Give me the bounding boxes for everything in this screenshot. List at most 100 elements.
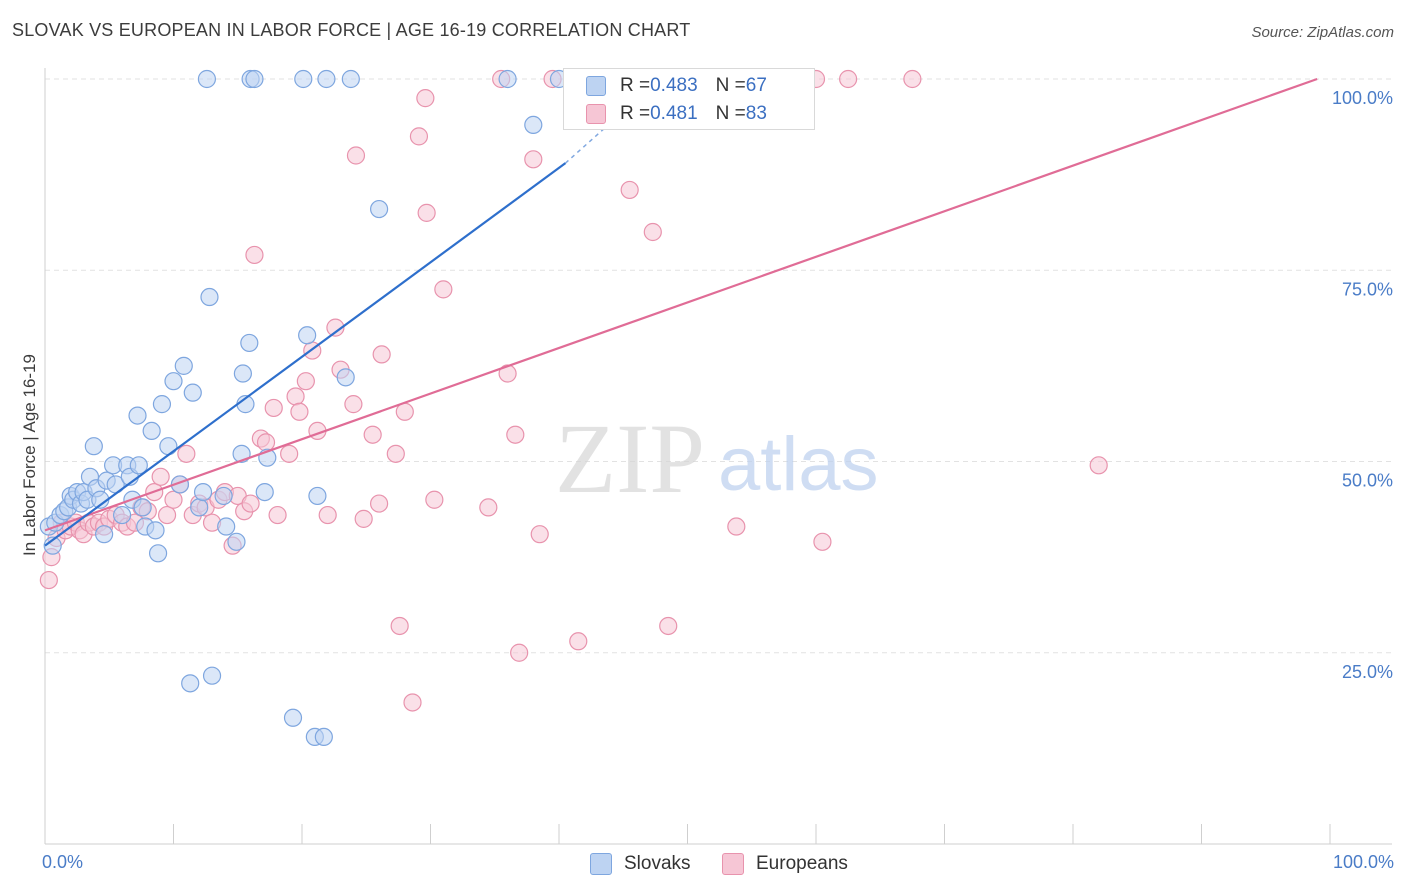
x-tick-label-min: 0.0% — [42, 852, 84, 872]
slovaks-point-24 — [128, 406, 147, 425]
europeans-n-label: N = — [715, 103, 746, 124]
slovaks-point-54 — [283, 708, 303, 727]
slovaks-point-20 — [112, 505, 132, 525]
europeans-point-74 — [620, 180, 639, 200]
slovaks-trendline — [44, 162, 567, 547]
europeans-point-44 — [296, 372, 315, 391]
watermark: ZIP atlas — [555, 403, 879, 514]
slovaks-points — [39, 69, 569, 747]
europeans-trendline — [44, 77, 1318, 532]
europeans-point-61 — [416, 89, 435, 108]
europeans-point-60 — [409, 127, 429, 146]
y-tick-label-0: 25.0% — [1342, 662, 1393, 682]
bottom-legend-europeans[interactable]: Europeans — [722, 851, 848, 877]
slovaks-point-26 — [133, 498, 152, 517]
europeans-point-71 — [530, 525, 549, 544]
slovaks-point-51 — [245, 69, 264, 89]
slovaks-point-49 — [240, 333, 259, 353]
europeans-point-70 — [524, 150, 543, 169]
europeans-point-23 — [164, 490, 183, 509]
y-tick-label-1: 50.0% — [1342, 471, 1393, 491]
correlation-legend: R = 0.483 N = 67 R = 0.481 N = 83 — [563, 68, 815, 130]
europeans-point-39 — [264, 398, 283, 418]
slovaks-point-35 — [174, 356, 193, 375]
europeans-point-68 — [506, 425, 525, 444]
europeans-legend-swatch — [722, 853, 744, 875]
europeans-point-64 — [434, 280, 453, 299]
europeans-point-82 — [1089, 456, 1108, 475]
europeans-point-21 — [151, 467, 170, 486]
slovaks-n-value: 67 — [745, 75, 767, 96]
slovaks-point-43 — [214, 486, 233, 506]
slovaks-point-52 — [255, 483, 274, 502]
slovaks-r-label: R = — [620, 75, 651, 96]
europeans-point-54 — [370, 494, 389, 513]
slovaks-point-60 — [317, 69, 336, 89]
europeans-r-value: 0.481 — [650, 103, 698, 124]
legend-row-slovaks: R = 0.483 N = 67 — [586, 72, 767, 100]
slovaks-point-62 — [341, 69, 360, 89]
slovaks-point-44 — [217, 517, 236, 536]
europeans-point-38 — [256, 433, 276, 452]
slovaks-point-37 — [183, 383, 202, 402]
europeans-point-81 — [903, 69, 922, 89]
europeans-point-0 — [39, 570, 58, 590]
europeans-point-22 — [157, 505, 177, 525]
slovaks-point-25 — [129, 456, 148, 475]
europeans-point-63 — [425, 490, 444, 509]
watermark-zip: ZIP — [555, 403, 705, 514]
slovaks-point-13 — [84, 437, 103, 456]
europeans-point-41 — [280, 444, 299, 463]
slovaks-point-55 — [294, 69, 313, 89]
europeans-point-36 — [245, 245, 264, 265]
europeans-point-51 — [346, 146, 366, 165]
slovaks-point-36 — [181, 674, 200, 693]
y-tick-label-3: 100.0% — [1332, 88, 1393, 108]
europeans-point-69 — [510, 643, 529, 662]
europeans-point-75 — [643, 222, 662, 242]
source-credit: Source: ZipAtlas.com — [1251, 24, 1394, 41]
slovaks-point-29 — [146, 521, 165, 540]
chart-title: SLOVAK VS EUROPEAN IN LABOR FORCE | AGE … — [12, 20, 691, 40]
europeans-point-43 — [290, 402, 309, 421]
europeans-r-label: R = — [620, 103, 651, 124]
europeans-point-62 — [417, 203, 436, 222]
slovaks-point-59 — [314, 727, 333, 747]
europeans-point-48 — [326, 318, 345, 337]
europeans-point-59 — [403, 693, 422, 712]
axis-layer — [44, 68, 1392, 845]
y-tick-labels: 25.0% 50.0% 75.0% 100.0% — [1332, 88, 1393, 682]
europeans-legend-label: Europeans — [756, 853, 848, 874]
slovaks-point-16 — [95, 525, 114, 544]
slovaks-point-33 — [164, 372, 183, 391]
europeans-point-42 — [286, 387, 305, 406]
slovaks-r-value: 0.483 — [650, 75, 698, 96]
slovaks-point-40 — [197, 69, 217, 89]
europeans-n-value: 83 — [745, 103, 767, 124]
europeans-point-53 — [363, 425, 382, 444]
europeans-point-57 — [390, 616, 409, 636]
europeans-point-67 — [498, 364, 517, 383]
europeans-point-73 — [569, 632, 588, 651]
bottom-legend-slovaks[interactable]: Slovaks — [590, 851, 691, 877]
slovaks-point-47 — [233, 364, 252, 383]
europeans-point-77 — [727, 517, 746, 536]
x-tick-label-max: 100.0% — [1332, 852, 1394, 872]
slovaks-legend-swatch — [590, 853, 612, 875]
watermark-atlas: atlas — [718, 422, 879, 507]
slovaks-point-31 — [152, 395, 172, 414]
slovaks-point-61 — [336, 368, 355, 387]
slovaks-swatch — [586, 76, 606, 96]
slovaks-point-56 — [298, 326, 317, 345]
europeans-point-80 — [839, 69, 858, 89]
slovaks-point-63 — [370, 199, 389, 219]
slovaks-point-41 — [200, 287, 219, 307]
europeans-point-79 — [813, 532, 832, 551]
slovaks-point-28 — [142, 421, 161, 440]
europeans-point-55 — [372, 345, 391, 364]
slovaks-point-42 — [202, 666, 222, 685]
slovaks-point-45 — [227, 532, 246, 551]
slovaks-point-1 — [43, 536, 62, 555]
slovaks-n-label: N = — [715, 75, 746, 96]
europeans-point-50 — [344, 395, 363, 414]
